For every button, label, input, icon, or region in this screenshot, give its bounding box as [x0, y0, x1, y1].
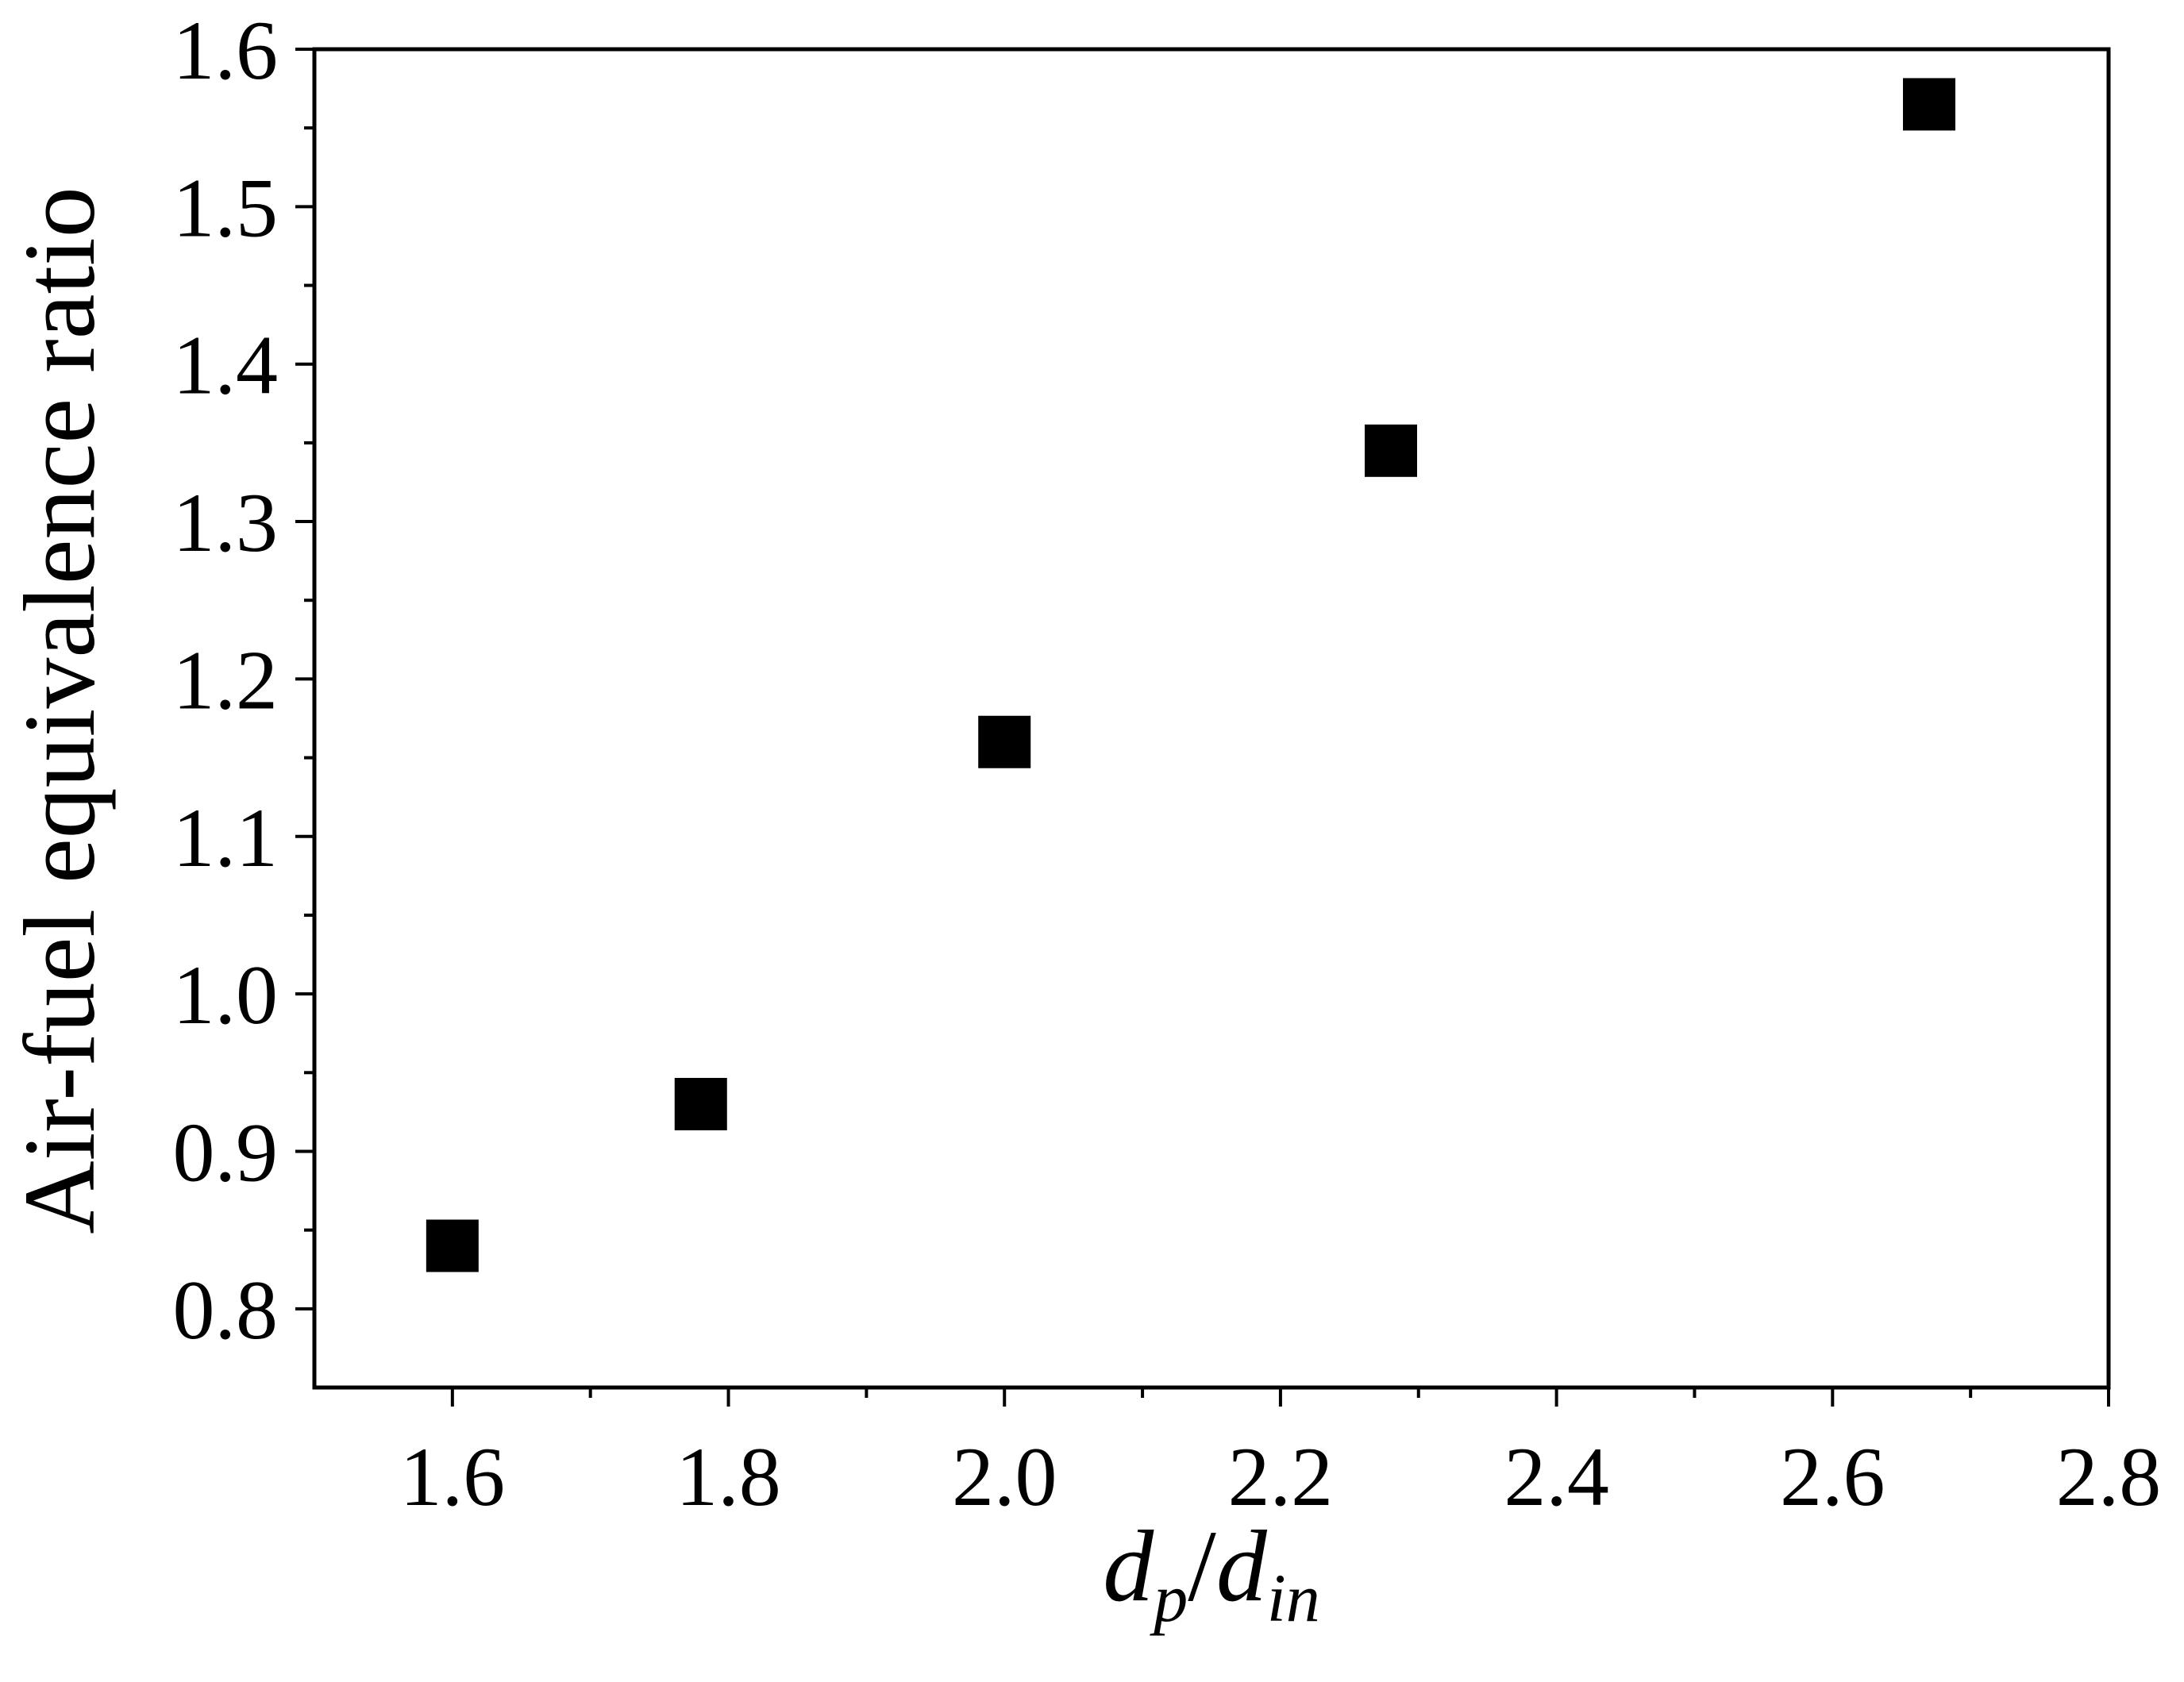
x-axis-title-part: d [1216, 1510, 1268, 1622]
y-axis-title: Air-fuel equivalence ratio [3, 187, 116, 1234]
y-tick-label: 1.1 [173, 791, 279, 884]
y-tick-label: 1.5 [173, 161, 279, 254]
y-tick-label: 1.0 [173, 949, 279, 1041]
x-tick-label: 1.6 [400, 1430, 506, 1523]
tick-labels: 1.6 1.8 2.0 2.2 2.4 2.6 2.8 0.8 0.9 1.0 1.1 1.2 1.3 1… [173, 4, 2162, 1523]
axis-ticks [295, 48, 2110, 1407]
x-axis-title-subscript: p [1149, 1560, 1188, 1636]
y-tick-label: 1.4 [173, 319, 279, 412]
x-tick-label: 2.2 [1228, 1430, 1334, 1523]
y-tick-label: 0.9 [173, 1106, 279, 1199]
y-tick-label: 1.3 [173, 476, 279, 569]
data-point [674, 1077, 727, 1130]
x-tick-label: 2.4 [1504, 1430, 1609, 1523]
x-axis-title: dp/din [1103, 1510, 1319, 1636]
data-points [426, 78, 1955, 1272]
x-tick-label: 2.8 [2056, 1430, 2162, 1523]
x-tick-label: 2.0 [952, 1430, 1057, 1523]
y-tick-label: 1.6 [173, 4, 279, 97]
x-axis-title-part: d [1103, 1510, 1154, 1622]
x-tick-label: 2.6 [1780, 1430, 1885, 1523]
data-point [426, 1219, 479, 1272]
y-tick-label: 1.2 [173, 633, 279, 726]
x-tick-label: 1.8 [676, 1430, 781, 1523]
data-point [1365, 424, 1417, 477]
data-point [1903, 78, 1955, 131]
y-tick-label: 0.8 [173, 1264, 279, 1357]
x-axis-title-subscript: in [1267, 1560, 1320, 1636]
plot-frame [312, 47, 2111, 1390]
data-point [978, 715, 1031, 768]
x-axis-title-part: / [1188, 1510, 1216, 1622]
